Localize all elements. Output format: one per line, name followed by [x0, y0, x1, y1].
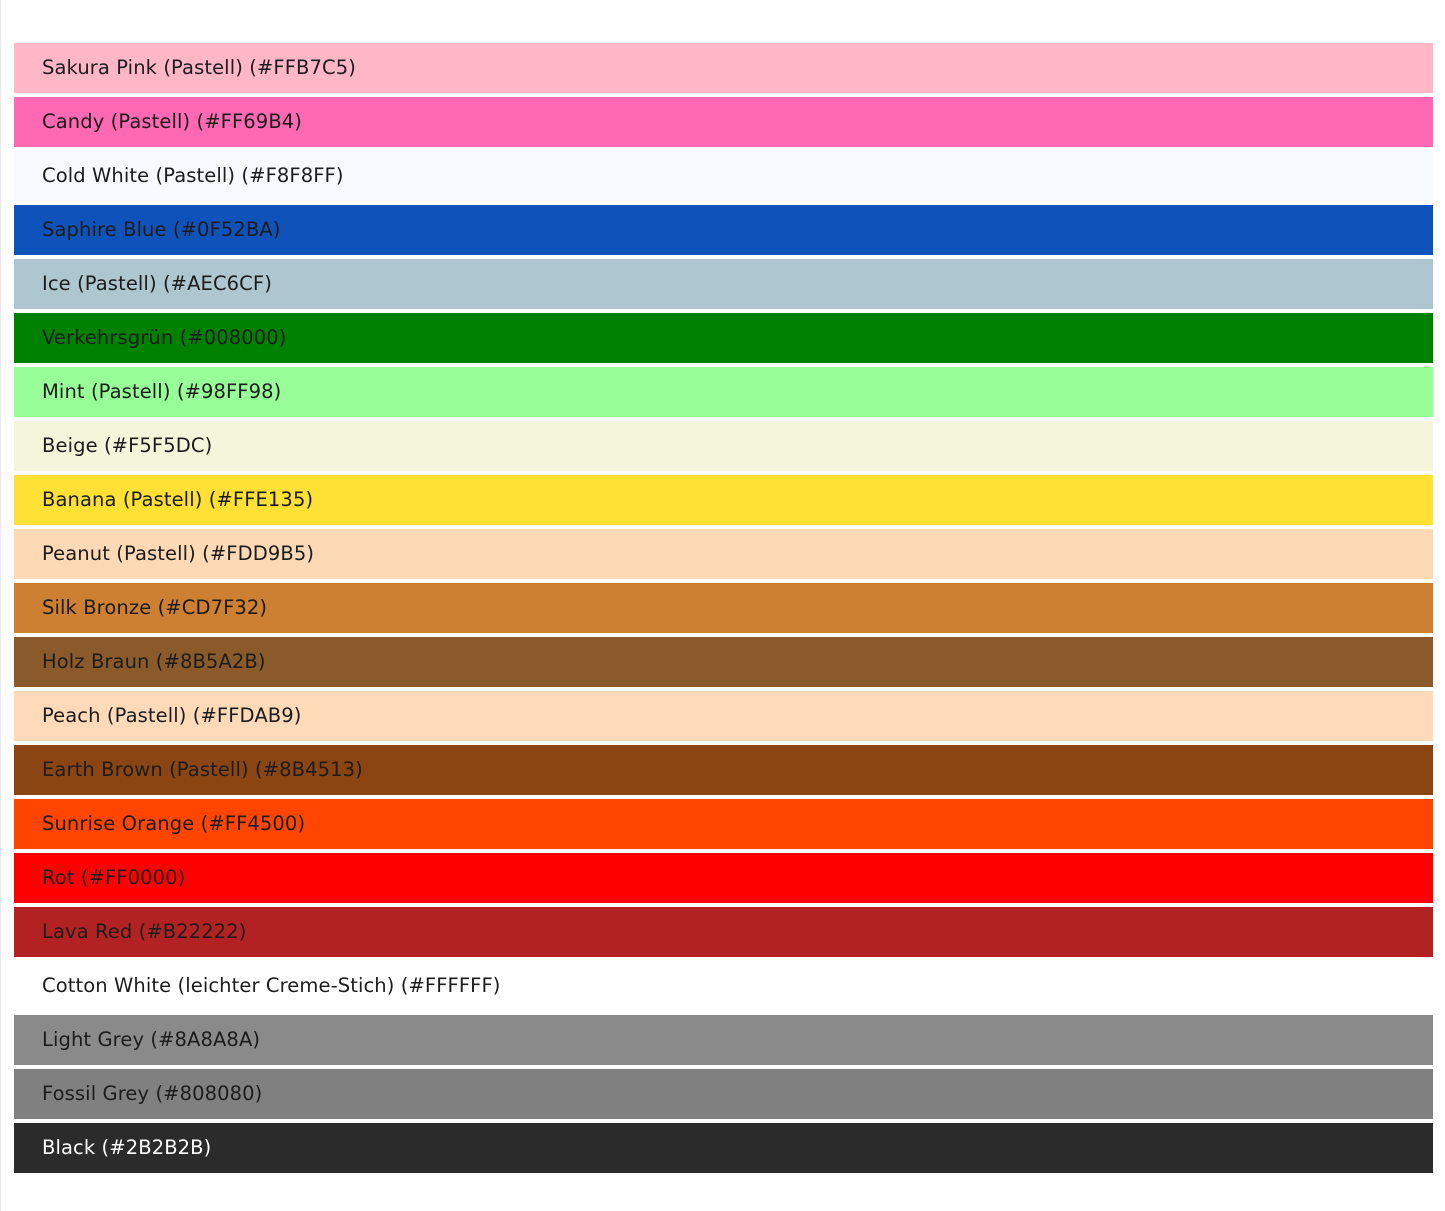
- color-swatch-row[interactable]: Mint (Pastell) (#98FF98): [14, 367, 1433, 417]
- color-swatch-label: Holz Braun (#8B5A2B): [42, 650, 266, 674]
- color-swatch-label: Banana (Pastell) (#FFE135): [42, 488, 314, 512]
- color-swatch-label: Cold White (Pastell) (#F8F8FF): [42, 164, 344, 188]
- color-swatch-label: Light Grey (#8A8A8A): [42, 1028, 261, 1052]
- color-swatch-row[interactable]: Candy (Pastell) (#FF69B4): [14, 97, 1433, 147]
- color-swatch-label: Saphire Blue (#0F52BA): [42, 218, 281, 242]
- color-swatch-row[interactable]: Verkehrsgrün (#008000): [14, 313, 1433, 363]
- color-swatch-row[interactable]: Beige (#F5F5DC): [14, 421, 1433, 471]
- color-swatch-row[interactable]: Sunrise Orange (#FF4500): [14, 799, 1433, 849]
- color-swatch-label: Peach (Pastell) (#FFDAB9): [42, 704, 302, 728]
- color-swatch-label: Cotton White (leichter Creme-Stich) (#FF…: [42, 974, 501, 998]
- color-swatch-label: Verkehrsgrün (#008000): [42, 326, 287, 350]
- color-swatch-row[interactable]: Cold White (Pastell) (#F8F8FF): [14, 151, 1433, 201]
- color-swatch-row[interactable]: Silk Bronze (#CD7F32): [14, 583, 1433, 633]
- color-swatch-label: Ice (Pastell) (#AEC6CF): [42, 272, 272, 296]
- color-swatch-row[interactable]: Rot (#FF0000): [14, 853, 1433, 903]
- color-swatch-row[interactable]: Peanut (Pastell) (#FDD9B5): [14, 529, 1433, 579]
- color-swatch-row[interactable]: Holz Braun (#8B5A2B): [14, 637, 1433, 687]
- color-swatch-list: Sakura Pink (Pastell) (#FFB7C5) Candy (Pa…: [14, 43, 1433, 1177]
- color-swatch-row[interactable]: Banana (Pastell) (#FFE135): [14, 475, 1433, 525]
- color-swatch-row[interactable]: Black (#2B2B2B): [14, 1123, 1433, 1173]
- color-swatch-label: Lava Red (#B22222): [42, 920, 247, 944]
- color-swatch-label: Silk Bronze (#CD7F32): [42, 596, 268, 620]
- color-swatch-row[interactable]: Ice (Pastell) (#AEC6CF): [14, 259, 1433, 309]
- color-swatch-label: Candy (Pastell) (#FF69B4): [42, 110, 303, 134]
- color-swatch-row[interactable]: Fossil Grey (#808080): [14, 1069, 1433, 1119]
- color-swatch-label: Peanut (Pastell) (#FDD9B5): [42, 542, 315, 566]
- color-swatch-row[interactable]: Earth Brown (Pastell) (#8B4513): [14, 745, 1433, 795]
- color-swatch-row[interactable]: Peach (Pastell) (#FFDAB9): [14, 691, 1433, 741]
- color-swatch-row[interactable]: Cotton White (leichter Creme-Stich) (#FF…: [14, 961, 1433, 1011]
- color-swatch-label: Black (#2B2B2B): [42, 1136, 212, 1160]
- color-swatch-row[interactable]: Sakura Pink (Pastell) (#FFB7C5): [14, 43, 1433, 93]
- color-swatch-label: Rot (#FF0000): [42, 866, 186, 890]
- color-swatch-label: Mint (Pastell) (#98FF98): [42, 380, 282, 404]
- color-swatch-row[interactable]: Light Grey (#8A8A8A): [14, 1015, 1433, 1065]
- color-swatch-label: Fossil Grey (#808080): [42, 1082, 263, 1106]
- color-swatch-label: Sakura Pink (Pastell) (#FFB7C5): [42, 56, 356, 80]
- color-swatch-row[interactable]: Lava Red (#B22222): [14, 907, 1433, 957]
- color-swatch-label: Earth Brown (Pastell) (#8B4513): [42, 758, 363, 782]
- color-swatch-label: Sunrise Orange (#FF4500): [42, 812, 306, 836]
- color-swatch-row[interactable]: Saphire Blue (#0F52BA): [14, 205, 1433, 255]
- color-swatch-label: Beige (#F5F5DC): [42, 434, 213, 458]
